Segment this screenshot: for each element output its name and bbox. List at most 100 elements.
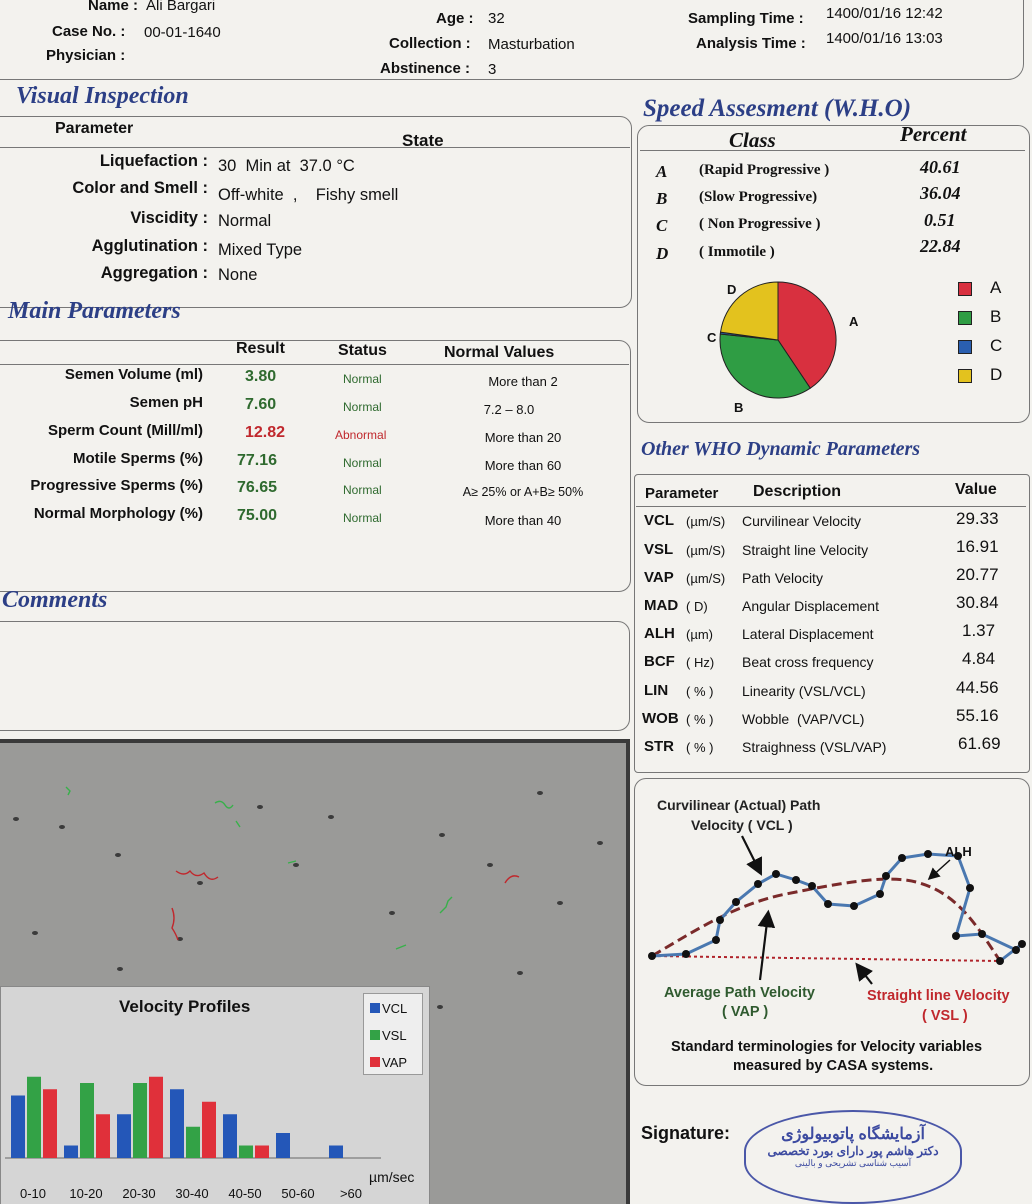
other-code: ALH bbox=[644, 625, 675, 642]
main-row-result: 12.82 bbox=[245, 424, 286, 441]
pie-legend-c-swatch bbox=[958, 340, 972, 354]
other-desc: Straight line Velocity bbox=[742, 542, 869, 558]
sampling-label: Sampling Time : bbox=[688, 10, 804, 27]
aggregation-label: Aggregation : bbox=[100, 264, 208, 282]
main-header-line bbox=[0, 364, 629, 365]
visual-col-parameter: Parameter bbox=[55, 120, 134, 137]
main-row-label: Semen Volume (ml) bbox=[64, 366, 203, 383]
pie-slice-b bbox=[719, 333, 811, 399]
legend-vcl: VCL bbox=[370, 1001, 407, 1016]
other-unit: ( Hz) bbox=[686, 655, 715, 670]
main-row-normal: More than 2 bbox=[488, 374, 558, 389]
velocity-title: Velocity Profiles bbox=[119, 997, 251, 1016]
x-tick-label: 50-60 bbox=[281, 1186, 314, 1201]
main-parameters-title: Main Parameters bbox=[8, 298, 181, 324]
main-row-status: Normal bbox=[343, 456, 382, 470]
other-value: 4.84 bbox=[962, 649, 996, 668]
legend-vcl-label: VCL bbox=[382, 1001, 408, 1016]
speed-row-d: D ( Immotile ) 22.84 bbox=[640, 236, 1025, 268]
other-row-str: STR ( % ) Straighness (VSL/VAP) 61.69 bbox=[636, 734, 1026, 762]
x-tick-label: 40-50 bbox=[228, 1186, 261, 1201]
speed-letter: C bbox=[656, 216, 668, 235]
other-code: LIN bbox=[644, 682, 669, 699]
main-row-volume: Semen Volume (ml) 3.80 Normal More than … bbox=[0, 366, 629, 392]
pie-legend-d-label: D bbox=[990, 365, 1003, 384]
speed-percent: 0.51 bbox=[924, 210, 956, 230]
comments-title: Comments bbox=[2, 587, 108, 613]
speed-row-b: B (Slow Progressive) 36.04 bbox=[640, 183, 1025, 213]
physician-label: Physician : bbox=[46, 47, 126, 64]
agglutination-label: Agglutination : bbox=[91, 237, 208, 255]
speed-percent: 40.61 bbox=[920, 157, 961, 177]
other-unit: (µm/S) bbox=[686, 571, 726, 586]
other-value: 44.56 bbox=[956, 678, 999, 697]
other-row-vap: VAP (µm/S) Path Velocity 20.77 bbox=[636, 565, 1026, 593]
main-row-result: 75.00 bbox=[237, 507, 278, 524]
diagram-caption-1: Standard terminologies for Velocity vari… bbox=[671, 1039, 983, 1055]
main-col-normal: Normal Values bbox=[444, 344, 555, 361]
main-row-normal: A≥ 25% or A+B≥ 50% bbox=[462, 485, 584, 499]
bar-vsl-3 bbox=[186, 1126, 200, 1158]
main-parameters-box bbox=[0, 340, 631, 592]
other-code: VSL bbox=[644, 541, 674, 558]
legend-vsl: VSL bbox=[370, 1028, 407, 1043]
vcl-title: Curvilinear (Actual) Path bbox=[657, 797, 821, 813]
speed-col-percent: Percent bbox=[900, 122, 967, 146]
other-desc: Path Velocity bbox=[742, 570, 823, 586]
main-row-result: 77.16 bbox=[237, 452, 278, 469]
main-row-ph: Semen pH 7.60 Normal 7.2 – 8.0 bbox=[0, 394, 629, 420]
name-value: Ali Bargari bbox=[146, 0, 216, 14]
main-col-result: Result bbox=[236, 340, 285, 357]
diagram-caption-2: measured by CASA systems. bbox=[733, 1058, 934, 1074]
visual-col-state: State bbox=[402, 131, 444, 150]
other-code: VCL bbox=[644, 512, 674, 529]
speed-desc: (Slow Progressive) bbox=[699, 189, 818, 205]
color-smell-value: Off-white , Fishy smell bbox=[218, 186, 399, 204]
x-tick-label: 30-40 bbox=[175, 1186, 208, 1201]
speed-letter: D bbox=[656, 244, 669, 263]
sampling-value: 1400/01/16 12:42 bbox=[826, 5, 943, 22]
analysis-value: 1400/01/16 13:03 bbox=[826, 30, 943, 47]
speed-percent: 22.84 bbox=[920, 236, 961, 256]
other-row-wob: WOB ( % ) Wobble (VAP/VCL) 55.16 bbox=[636, 706, 1026, 734]
other-params-title: Other WHO Dynamic Parameters bbox=[641, 438, 921, 460]
bar-vcl-2 bbox=[117, 1114, 131, 1158]
other-unit: ( % ) bbox=[686, 740, 714, 755]
age-value: 32 bbox=[488, 10, 505, 27]
collection-value: Masturbation bbox=[488, 36, 575, 53]
pie-slice-d bbox=[719, 281, 779, 341]
main-row-label: Normal Morphology (%) bbox=[33, 505, 203, 522]
pie-legend-d-swatch bbox=[958, 369, 972, 383]
other-unit: ( % ) bbox=[686, 684, 714, 699]
other-row-vsl: VSL (µm/S) Straight line Velocity 16.91 bbox=[636, 537, 1026, 565]
main-row-normal: More than 60 bbox=[484, 458, 562, 473]
pie-label-d: D bbox=[727, 282, 737, 297]
other-value: 20.77 bbox=[956, 565, 999, 584]
main-row-morphology: Normal Morphology (%) 75.00 Normal More … bbox=[0, 505, 629, 531]
other-desc: Lateral Displacement bbox=[742, 626, 874, 642]
velocity-diagram-box bbox=[634, 778, 1030, 1086]
other-header-line bbox=[636, 506, 1026, 507]
speed-assessment-title: Speed Assesment (W.H.O) bbox=[643, 95, 912, 122]
stamp-line-1: آزمایشگاه پاتوبیولوژی bbox=[781, 1126, 925, 1143]
velocity-profiles-panel: Velocity Profiles VCL VSL VAP 0-10 10-20 2… bbox=[0, 986, 430, 1204]
other-unit: (µm/S) bbox=[686, 543, 726, 558]
bar-vsl-0 bbox=[27, 1076, 41, 1158]
main-col-status: Status bbox=[338, 342, 387, 359]
speed-letter: A bbox=[656, 162, 668, 181]
main-row-label: Sperm Count (Mill/ml) bbox=[48, 422, 203, 439]
other-desc: Curvilinear Velocity bbox=[742, 513, 862, 529]
case-label: Case No. : bbox=[52, 23, 126, 40]
other-row-mad: MAD ( D) Angular Displacement 30.84 bbox=[636, 593, 1026, 621]
other-desc: Straighness (VSL/VAP) bbox=[742, 739, 887, 755]
main-row-status: Abnormal bbox=[335, 428, 387, 442]
analysis-label: Analysis Time : bbox=[696, 35, 806, 52]
main-row-motile: Motile Sperms (%) 77.16 Normal More than… bbox=[0, 450, 629, 476]
legend-vap-label: VAP bbox=[382, 1055, 408, 1070]
vsl-title: Straight line Velocity bbox=[867, 988, 1010, 1004]
other-row-vcl: VCL (µm/S) Curvilinear Velocity 29.33 bbox=[636, 508, 1026, 536]
other-unit: ( D) bbox=[686, 599, 708, 614]
other-value: 61.69 bbox=[958, 734, 1001, 753]
other-value: 16.91 bbox=[956, 537, 999, 556]
collection-label: Collection : bbox=[389, 35, 471, 52]
